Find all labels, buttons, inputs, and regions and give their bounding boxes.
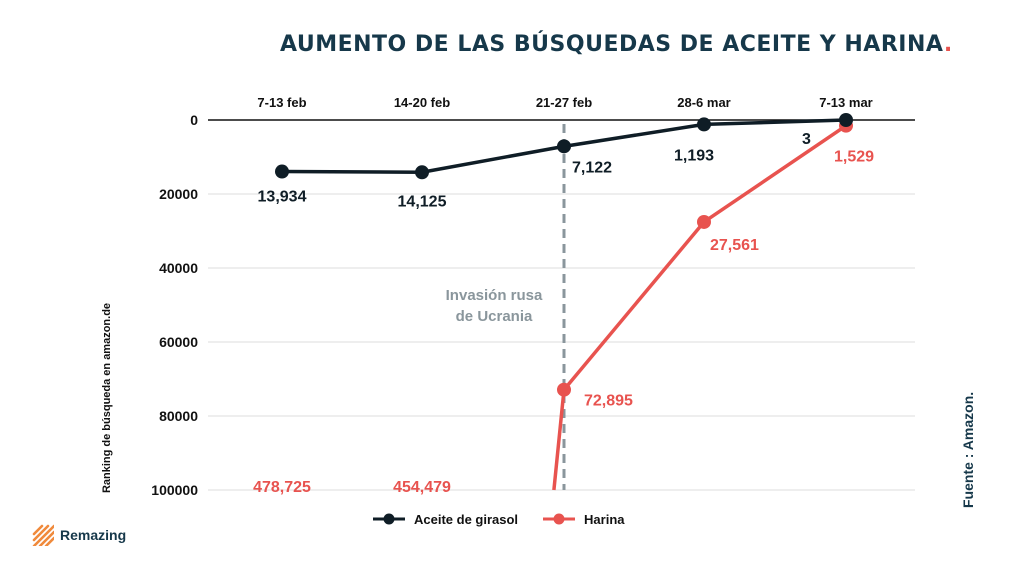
legend-label: Aceite de girasol <box>414 511 519 527</box>
brand-logo: Remazing <box>32 524 126 546</box>
legend-entry: Harina <box>542 511 625 527</box>
data-label: 478,725 <box>253 479 311 496</box>
legend-swatch <box>373 513 405 525</box>
annotation-text: de Ucrania <box>456 308 533 325</box>
data-label: 3 <box>802 131 811 148</box>
title-accent-dot: . <box>943 32 953 57</box>
data-point <box>697 117 711 132</box>
x-tick-label: 28-6 mar <box>677 95 730 110</box>
data-point <box>275 164 289 179</box>
legend-swatch <box>543 513 576 525</box>
data-label: 27,561 <box>710 237 759 254</box>
series-line-harina <box>552 124 847 491</box>
legend-entry: Aceite de girasol <box>372 511 518 527</box>
data-point <box>557 139 571 154</box>
data-label: 13,934 <box>258 189 307 206</box>
x-tick-label: 14-20 feb <box>394 95 450 110</box>
data-label: 7,122 <box>572 159 612 176</box>
y-tick-label: 80000 <box>159 408 198 424</box>
remazing-stripes-icon <box>32 524 54 546</box>
y-tick-label: 0 <box>190 112 198 128</box>
data-label: 14,125 <box>398 193 447 210</box>
data-point <box>839 113 853 128</box>
y-tick-label: 40000 <box>159 260 198 276</box>
chart-legend: Aceite de girasol Harina <box>372 511 625 527</box>
brand-name: Remazing <box>60 527 127 543</box>
annotation-text: Invasión rusa <box>446 287 543 304</box>
data-point <box>697 214 711 229</box>
data-label: 1,529 <box>834 149 874 166</box>
chart-title: AUMENTO DE LAS BÚSQUEDAS DE ACEITE Y HAR… <box>280 32 953 57</box>
legend-label: Harina <box>584 511 625 527</box>
data-label: 72,895 <box>584 393 633 410</box>
x-tick-label: 7-13 feb <box>257 95 306 110</box>
x-tick-label: 21-27 feb <box>536 95 592 110</box>
y-axis-title: Ranking de búsqueda en amazon.de <box>101 303 113 493</box>
data-label: 1,193 <box>674 147 714 164</box>
x-tick-label: 7-13 mar <box>819 95 872 110</box>
data-label: 454,479 <box>393 479 451 496</box>
y-tick-label: 60000 <box>159 334 198 350</box>
y-tick-label: 100000 <box>151 482 198 498</box>
data-point <box>557 382 571 397</box>
source-note: Fuente : Amazon. <box>960 391 976 508</box>
chart-title-text: AUMENTO DE LAS BÚSQUEDAS DE ACEITE Y HAR… <box>280 32 944 57</box>
data-point <box>415 165 429 180</box>
y-tick-label: 20000 <box>159 186 198 202</box>
